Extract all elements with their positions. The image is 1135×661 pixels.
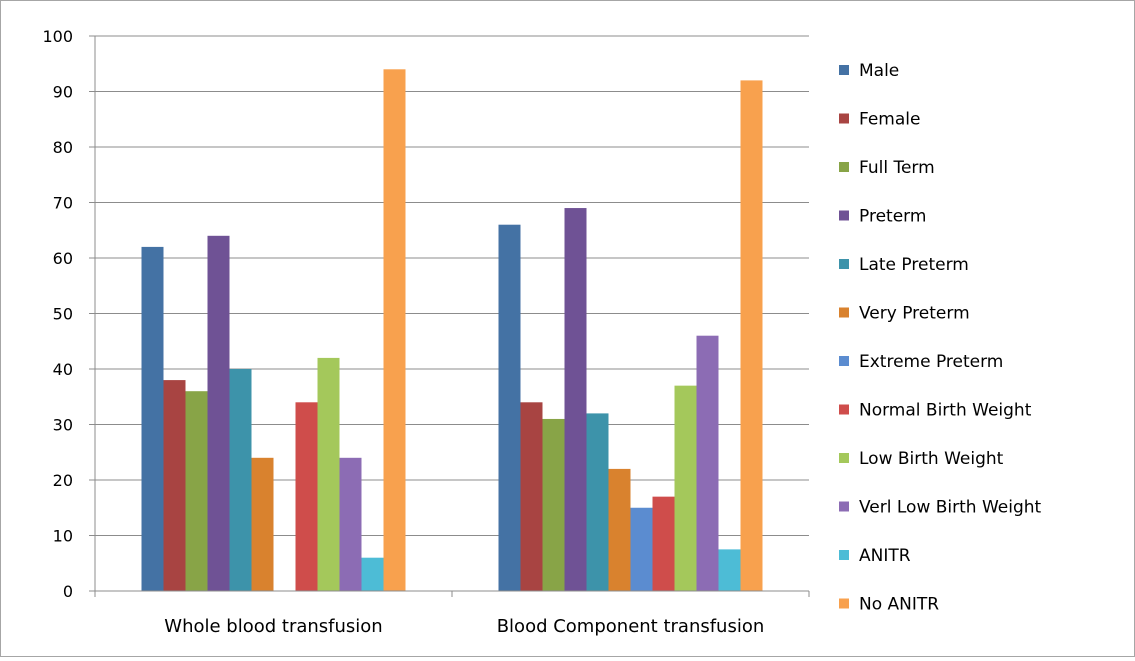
y-tick-label: 100 xyxy=(42,27,73,46)
legend-swatch xyxy=(839,210,849,221)
legend-swatch xyxy=(839,598,849,609)
y-tick-label: 10 xyxy=(53,527,73,546)
bar-preterm xyxy=(564,208,587,592)
bar-no-anitr xyxy=(740,80,763,592)
legend-label: No ANITR xyxy=(859,595,939,615)
bars xyxy=(141,69,763,592)
axes xyxy=(89,35,810,597)
y-tick-label: 60 xyxy=(53,249,73,268)
legend-swatch xyxy=(839,453,849,463)
y-tick-label: 0 xyxy=(63,582,73,601)
y-tick-label: 30 xyxy=(53,416,73,435)
bar-normal-birth-weight xyxy=(652,496,675,591)
legend: Male Female Full Term Preterm Late Preterm Ve… xyxy=(839,61,1042,615)
bar-full-term xyxy=(542,418,565,591)
bar-low-birth-weight xyxy=(317,357,340,591)
legend-label: Late Preterm xyxy=(859,255,969,275)
bar-anitr xyxy=(718,549,741,591)
bar-extreme-preterm xyxy=(630,507,653,591)
bar-female xyxy=(520,402,543,591)
legend-label: Verl Low Birth Weight xyxy=(859,498,1042,518)
y-tick-label: 40 xyxy=(53,360,73,379)
legend-label: Very Preterm xyxy=(859,304,970,324)
legend-label: Male xyxy=(859,61,899,81)
bar-full-term xyxy=(185,391,208,591)
x-category-label: Blood Component transfusion xyxy=(497,616,765,637)
y-tick-label: 50 xyxy=(53,305,73,324)
bar-verl-low-birth-weight xyxy=(339,457,362,591)
x-category-label: Whole blood transfusion xyxy=(164,616,382,637)
legend-label: Extreme Preterm xyxy=(859,352,1003,372)
x-axis-labels: Whole blood transfusion Blood Component t… xyxy=(164,616,764,637)
bar-male xyxy=(141,246,164,591)
legend-swatch xyxy=(839,113,849,124)
legend-swatch xyxy=(839,404,849,415)
legend-label: ANITR xyxy=(859,546,911,566)
bar-male xyxy=(498,224,521,591)
legend-label: Low Birth Weight xyxy=(859,449,1004,469)
legend-swatch xyxy=(839,356,849,366)
legend-label: Full Term xyxy=(859,158,935,178)
legend-swatch xyxy=(839,501,849,512)
legend-swatch xyxy=(839,259,849,269)
bar-preterm xyxy=(207,235,230,592)
legend-label: Normal Birth Weight xyxy=(859,401,1032,421)
bar-verl-low-birth-weight xyxy=(696,335,719,591)
bar-low-birth-weight xyxy=(674,385,697,591)
bar-very-preterm xyxy=(608,468,631,591)
y-tick-label: 20 xyxy=(53,471,73,490)
legend-label: Female xyxy=(859,110,920,130)
bar-late-preterm xyxy=(586,413,609,591)
y-axis-ticks: 0 10 20 30 40 50 60 70 80 90 100 xyxy=(42,27,73,601)
legend-swatch xyxy=(839,550,849,560)
bar-normal-birth-weight xyxy=(295,402,318,591)
bar-very-preterm xyxy=(251,457,274,591)
y-tick-label: 70 xyxy=(53,194,73,213)
y-tick-label: 80 xyxy=(53,138,73,157)
legend-swatch xyxy=(839,307,849,318)
bar-anitr xyxy=(361,557,384,591)
legend-swatch xyxy=(839,65,849,75)
legend-label: Preterm xyxy=(859,207,926,227)
bar-late-preterm xyxy=(229,369,252,591)
y-tick-label: 90 xyxy=(53,83,73,102)
bar-female xyxy=(163,380,186,591)
legend-swatch xyxy=(839,162,849,172)
bar-no-anitr xyxy=(383,69,406,592)
